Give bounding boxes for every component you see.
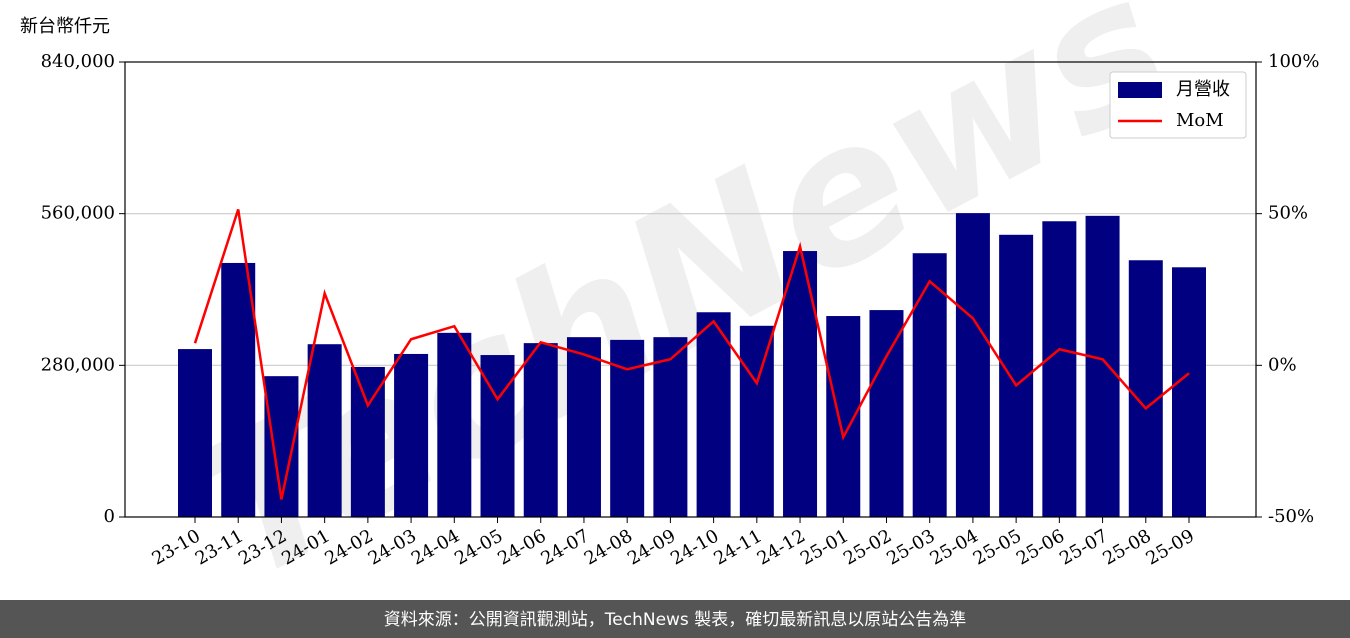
- x-tick-label: 24-09: [624, 525, 679, 569]
- x-tick-label: 25-06: [1013, 525, 1068, 569]
- x-tick-label: 24-11: [710, 525, 765, 569]
- y-axis-title: 新台幣仟元: [20, 16, 110, 37]
- x-tick-label: 25-01: [797, 525, 852, 569]
- y2-tick-label: 100%: [1268, 51, 1319, 72]
- x-tick-label: 25-05: [970, 525, 1025, 569]
- x-tick-label: 24-10: [667, 525, 722, 569]
- bar: [1172, 267, 1206, 517]
- x-tick-label: 24-07: [538, 525, 593, 569]
- bar: [653, 337, 688, 517]
- line: [193, 209, 1190, 500]
- source-note: 資料來源：公開資訊觀測站，TechNews 製表，確切最新訊息以原站公告為準: [384, 610, 966, 630]
- x-tick-label: 25-02: [840, 525, 895, 569]
- legend-swatch: [1118, 82, 1162, 98]
- y-tick-label: 280,000: [41, 354, 115, 375]
- x-tick-label: 25-03: [883, 525, 938, 569]
- x-tick-label: 25-07: [1056, 525, 1111, 569]
- bar: [955, 213, 990, 517]
- plot-frame: [124, 61, 1257, 518]
- legend-label: 月營收: [1176, 79, 1230, 100]
- y-tick-label: 840,000: [41, 51, 115, 72]
- bar: [739, 325, 774, 517]
- bar: [394, 353, 429, 517]
- marks: [178, 209, 1206, 518]
- bar: [696, 312, 731, 517]
- footer: [0, 600, 1350, 638]
- x-tick-label: 25-04: [926, 525, 981, 569]
- y2-tick-label: 50%: [1268, 203, 1308, 224]
- bar: [307, 344, 342, 517]
- x-tick-label: 25-08: [1099, 525, 1154, 569]
- bar: [350, 366, 385, 517]
- bar: [869, 310, 904, 517]
- bar: [437, 332, 472, 517]
- y2-tick-label: 0%: [1268, 354, 1297, 375]
- bar: [912, 253, 947, 518]
- legend-label: MoM: [1176, 110, 1224, 131]
- y-tick-label: 560,000: [41, 203, 115, 224]
- bar: [783, 251, 818, 517]
- x-tick-label: 24-12: [754, 525, 809, 569]
- y2-tick-label: -50%: [1268, 506, 1314, 527]
- bar: [178, 349, 212, 517]
- bar: [566, 337, 601, 517]
- x-tick-label: 24-08: [581, 525, 636, 569]
- x-tick-label: 24-06: [494, 525, 549, 569]
- bar: [221, 262, 256, 517]
- bar: [523, 343, 558, 517]
- y-tick-label: 0: [104, 506, 115, 527]
- x-tick-label: 25-09: [1143, 525, 1198, 569]
- bar: [1042, 221, 1077, 517]
- bar: [1128, 260, 1163, 517]
- bar: [1085, 215, 1120, 518]
- x-tick-label: 23-10: [149, 525, 204, 569]
- x-tick-label: 24-05: [451, 525, 506, 569]
